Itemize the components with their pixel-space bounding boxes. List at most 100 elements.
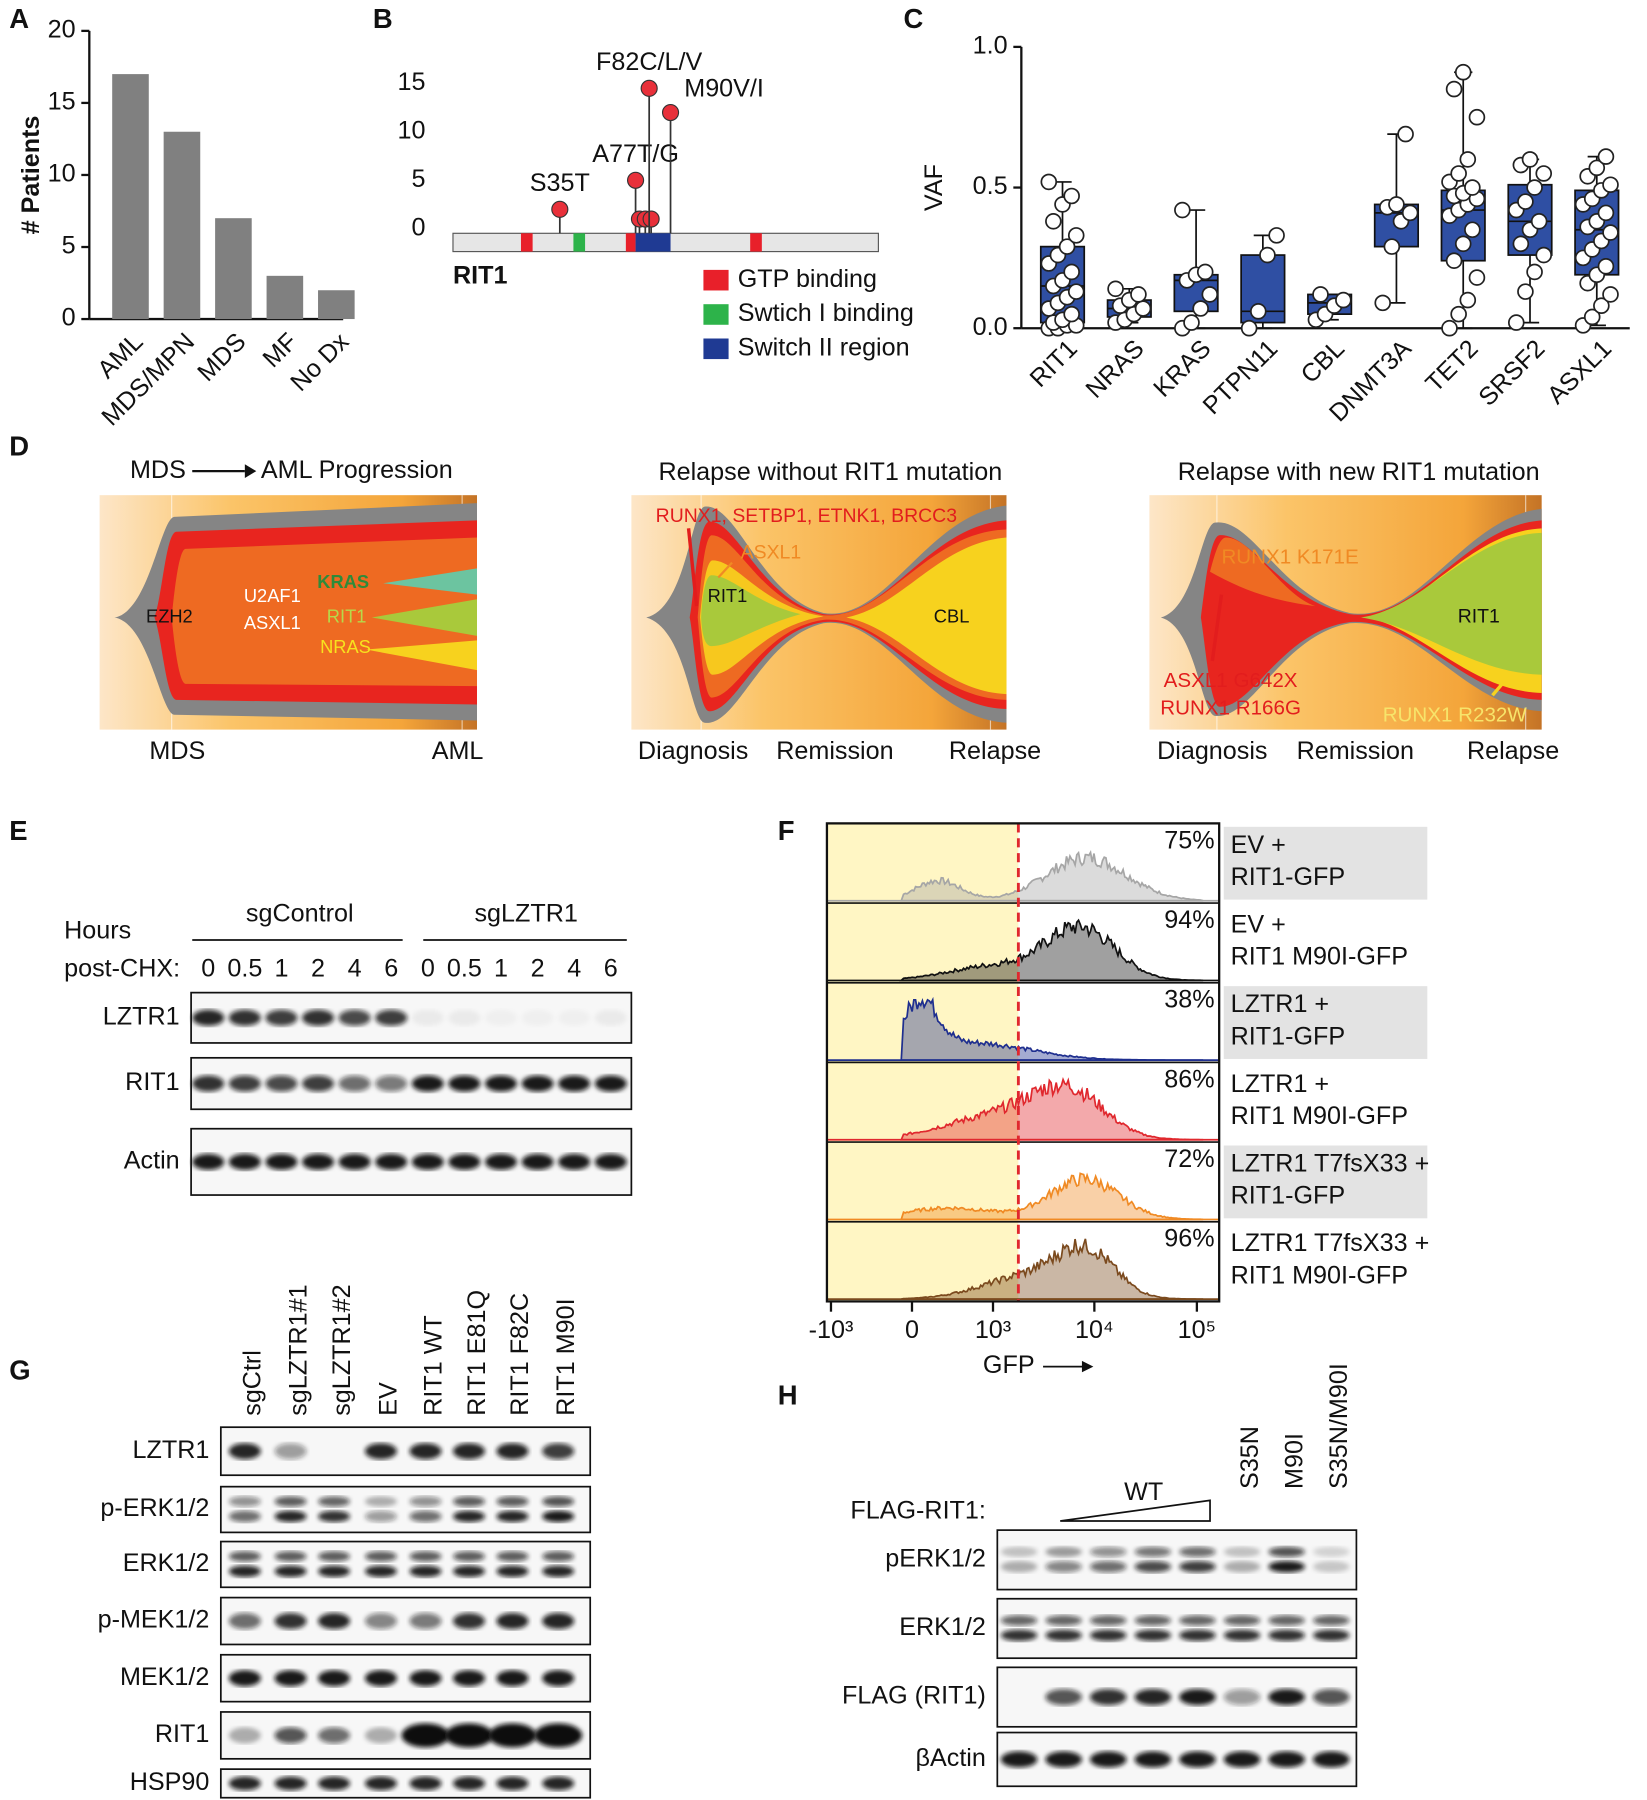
band [1312,1629,1350,1642]
band [364,1727,397,1744]
band [409,1776,442,1791]
point [1450,305,1467,323]
lane-label: sgCtrl [239,1350,267,1416]
lane-label: RIT1 WT [419,1315,447,1416]
band [522,1010,554,1026]
percent-label: 96% [1164,1225,1214,1253]
clone-label: RUNX1 K171E [1221,546,1358,569]
band [1134,1560,1172,1573]
y-tick-label: 20 [48,16,76,44]
band [496,1613,529,1630]
clone-label: RUNX1 R166G [1160,696,1301,719]
point [1134,300,1152,317]
y-tick-label: 10 [398,117,426,145]
band [485,1010,517,1026]
protein-name: RIT1 [453,261,507,289]
point [1445,80,1463,98]
row-header: Hours [64,917,131,945]
band [452,1565,485,1578]
panel-letter: H [778,1380,798,1411]
band [542,1510,575,1523]
blot [190,1056,633,1111]
point [1335,291,1352,309]
row-label: LZTR1 [103,1002,180,1030]
point [1517,193,1534,210]
band [1179,1560,1216,1573]
x-tick-label: NRAS [1080,335,1149,404]
clone [371,599,477,636]
pointer [717,561,733,579]
band [452,1551,485,1562]
point [1512,235,1530,253]
band [364,1670,397,1687]
lane-label: 1 [274,954,288,982]
point [1383,238,1401,255]
lane-label: RIT1 E81Q [463,1290,491,1416]
point [1468,108,1486,126]
bar [163,131,201,320]
y-axis-label: # Patients [17,116,45,235]
sample-label: RIT1-GFP [1231,1182,1346,1210]
y-tick-label: 15 [398,68,426,96]
timepoint: MDS [149,737,205,765]
lane-label: 4 [567,954,581,982]
band [1223,1560,1261,1573]
band [1268,1615,1305,1626]
lane-label: 6 [604,954,618,982]
y-tick-label: 5 [62,232,76,260]
bar [318,290,355,320]
histogram [901,1238,1204,1300]
arrow-head [1081,1360,1094,1373]
point [1468,269,1486,286]
x-tick-label: ASXL1 [1542,335,1617,410]
band [558,1010,590,1026]
band [1134,1689,1172,1706]
row-label: Actin [124,1147,180,1175]
percent-label: 94% [1164,906,1214,934]
x-axis-label: GFP [983,1351,1035,1379]
point [1067,283,1085,300]
band [1045,1546,1082,1557]
clone-label: RUNX1 R232W [1383,703,1528,726]
band [302,1009,335,1026]
band [558,1153,591,1170]
row-label: ERK1/2 [123,1549,210,1577]
band [1000,1615,1038,1626]
label-box [1223,986,1428,1059]
band [338,1009,371,1026]
sample-label: LZTR1 T7fsX33 + [1231,1229,1430,1257]
panel-letter: D [9,431,29,462]
arrow-head [244,464,257,479]
band [1000,1751,1038,1768]
x-tick-label: MDS [192,328,251,387]
point [1521,151,1539,168]
blot [996,1597,1358,1660]
band [534,1723,583,1748]
group-label: sgControl [246,900,354,928]
band [1223,1689,1261,1706]
band [1268,1546,1305,1557]
point [1201,286,1219,303]
timepoint: Remission [776,737,893,765]
band [521,1075,554,1092]
point [1397,125,1414,143]
band [448,1075,481,1092]
band [192,1075,225,1092]
band [594,1009,627,1026]
band [1179,1615,1216,1626]
clone-label: EZH2 [146,605,193,626]
point [1058,238,1076,255]
band [364,1551,397,1562]
mutation [661,103,680,122]
clone-label: NRAS [320,636,371,657]
blot [219,1596,592,1646]
band [1268,1751,1305,1768]
band [318,1776,351,1791]
clone-label: ASXL1 G642X [1164,669,1298,692]
histogram [900,1172,1204,1221]
band [1223,1615,1261,1626]
band [228,1551,261,1562]
band [1045,1689,1082,1706]
row-label: FLAG (RIT1) [842,1682,986,1710]
point [1196,263,1214,281]
